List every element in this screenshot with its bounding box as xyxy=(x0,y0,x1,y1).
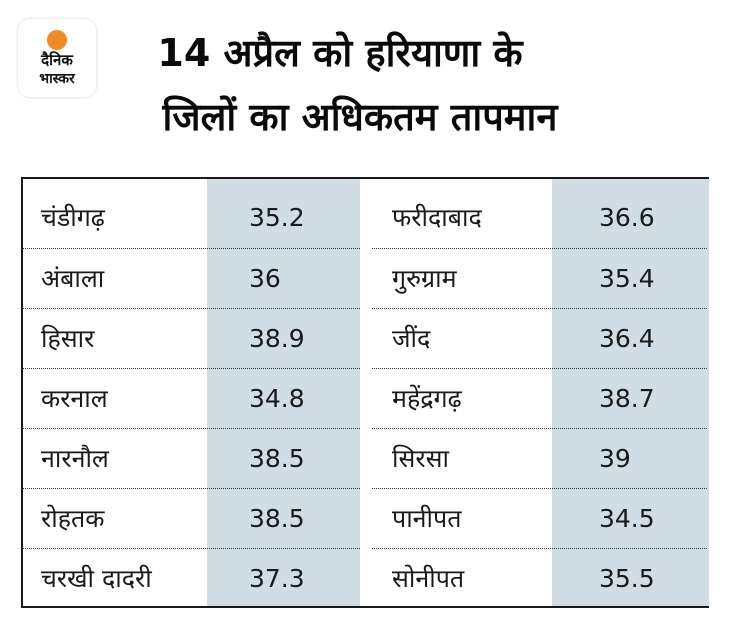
temperature-table: चंडीगढ़ 35.2 फरीदाबाद 36.6 अंबाला 36 गुरुग्राम… xyxy=(21,177,709,608)
temperature-value-left: 38.9 xyxy=(249,324,305,353)
page-title-line2: जिलों का अधिकतम तापमान xyxy=(162,95,558,139)
district-name-left: रोहतक xyxy=(41,504,105,533)
row-divider xyxy=(372,428,707,429)
page-title-line1: 14 अप्रैल को हरियाणा के xyxy=(157,31,523,75)
temperature-value-left: 38.5 xyxy=(249,444,305,473)
table-row: नारनौल 38.5 सिरसा 39 xyxy=(23,429,707,489)
district-name-left: हिसार xyxy=(41,324,95,353)
district-name-right: महेंद्रगढ़ xyxy=(392,384,462,413)
temperature-value-right: 39 xyxy=(599,444,631,473)
district-name-left: अंबाला xyxy=(41,264,105,293)
row-divider xyxy=(372,368,707,369)
row-divider xyxy=(23,248,360,249)
table-row: हिसार 38.9 जींद 36.4 xyxy=(23,309,707,369)
district-name-left: नारनौल xyxy=(41,444,109,473)
row-divider xyxy=(23,428,360,429)
district-name-right: पानीपत xyxy=(392,504,462,533)
row-divider xyxy=(372,548,707,549)
row-divider xyxy=(23,488,360,489)
district-name-right: सोनीपत xyxy=(392,564,465,593)
temperature-value-right: 36.6 xyxy=(599,203,655,232)
temperature-value-left: 36 xyxy=(249,264,281,293)
shaded-column-right xyxy=(552,179,709,606)
row-divider xyxy=(23,368,360,369)
dainik-bhaskar-logo: दैनिक भास्कर xyxy=(18,19,96,97)
temperature-value-right: 35.5 xyxy=(599,564,655,593)
row-divider xyxy=(372,308,707,309)
district-name-right: जींद xyxy=(392,324,431,353)
temperature-value-right: 34.5 xyxy=(599,504,655,533)
temperature-value-left: 34.8 xyxy=(249,384,305,413)
district-name-right: सिरसा xyxy=(392,444,449,473)
row-divider xyxy=(23,548,360,549)
table-row: रोहतक 38.5 पानीपत 34.5 xyxy=(23,489,707,549)
temperature-value-left: 38.5 xyxy=(249,504,305,533)
logo-text-line1: दैनिक xyxy=(41,51,73,69)
temperature-value-right: 38.7 xyxy=(599,384,655,413)
sun-icon xyxy=(47,30,67,50)
temperature-value-right: 36.4 xyxy=(599,324,655,353)
temperature-value-left: 35.2 xyxy=(249,203,305,232)
shaded-column-left xyxy=(207,179,360,606)
district-name-left: चरखी दादरी xyxy=(41,564,152,593)
table-row: चंडीगढ़ 35.2 फरीदाबाद 36.6 xyxy=(23,188,707,248)
district-name-right: फरीदाबाद xyxy=(392,203,482,232)
row-divider xyxy=(23,308,360,309)
logo-text-line2: भास्कर xyxy=(39,71,75,87)
district-name-left: चंडीगढ़ xyxy=(41,203,105,232)
temperature-value-right: 35.4 xyxy=(599,264,655,293)
row-divider xyxy=(372,248,707,249)
table-row: अंबाला 36 गुरुग्राम 35.4 xyxy=(23,249,707,309)
table-row: करनाल 34.8 महेंद्रगढ़ 38.7 xyxy=(23,369,707,429)
row-divider xyxy=(372,488,707,489)
district-name-left: करनाल xyxy=(41,384,108,413)
table-row: चरखी दादरी 37.3 सोनीपत 35.5 xyxy=(23,549,707,609)
district-name-right: गुरुग्राम xyxy=(392,264,457,293)
temperature-value-left: 37.3 xyxy=(249,564,305,593)
